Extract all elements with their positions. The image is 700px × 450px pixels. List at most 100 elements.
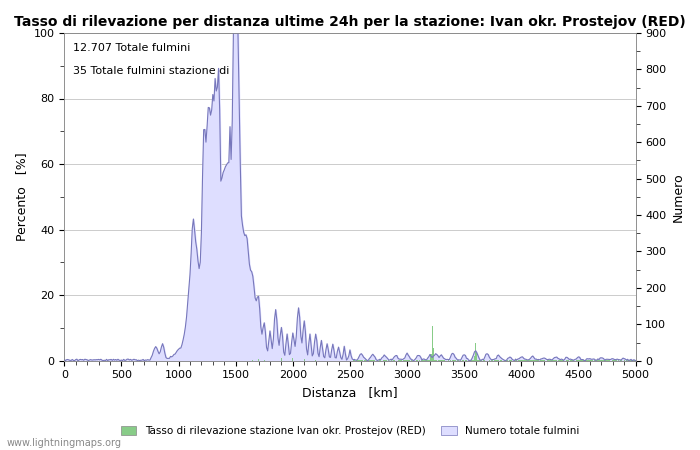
Bar [450, 360, 451, 361]
Bar [479, 360, 480, 361]
Bar [398, 360, 400, 361]
X-axis label: Distanza   [km]: Distanza [km] [302, 386, 398, 399]
Bar [547, 360, 548, 361]
Bar [559, 360, 561, 361]
Bar [498, 360, 499, 361]
Bar [582, 360, 584, 361]
Bar [510, 360, 512, 361]
Bar [476, 352, 477, 361]
Bar [628, 360, 629, 361]
Bar [432, 326, 433, 361]
Bar [369, 360, 370, 361]
Bar [541, 360, 542, 361]
Bar [597, 360, 598, 361]
Bar [258, 359, 259, 361]
Bar [581, 360, 582, 361]
Bar [548, 360, 550, 361]
Text: www.lightningmaps.org: www.lightningmaps.org [7, 438, 122, 448]
Bar [436, 360, 438, 361]
Bar [360, 360, 362, 361]
Bar [514, 360, 515, 361]
Bar [591, 360, 592, 361]
Bar [379, 360, 380, 361]
Bar [386, 360, 387, 361]
Bar [452, 360, 454, 361]
Bar [400, 360, 401, 361]
Bar [589, 360, 591, 361]
Bar [382, 360, 384, 361]
Bar [536, 360, 537, 361]
Bar [458, 360, 459, 361]
Bar [500, 360, 501, 361]
Bar [587, 360, 588, 361]
Bar [470, 360, 472, 361]
Bar [506, 360, 507, 361]
Bar [531, 360, 532, 361]
Bar [393, 360, 394, 361]
Bar [483, 360, 484, 361]
Bar [489, 360, 490, 361]
Bar [474, 356, 475, 361]
Bar [252, 360, 253, 361]
Bar [477, 360, 479, 361]
Bar [441, 360, 442, 361]
Bar [562, 360, 563, 361]
Y-axis label: Percento   [%]: Percento [%] [15, 153, 28, 241]
Bar [613, 360, 615, 361]
Bar [427, 360, 428, 361]
Bar [404, 360, 405, 361]
Bar [457, 360, 458, 361]
Bar [609, 360, 610, 361]
Bar [507, 360, 508, 361]
Bar [537, 360, 538, 361]
Bar [365, 360, 367, 361]
Bar [484, 360, 485, 361]
Bar [554, 360, 555, 361]
Bar [542, 360, 544, 361]
Bar [503, 360, 505, 361]
Bar [556, 360, 557, 361]
Bar [370, 360, 371, 361]
Bar [405, 360, 407, 361]
Bar [631, 360, 633, 361]
Bar [579, 360, 580, 361]
Bar [629, 360, 631, 361]
Bar [627, 360, 628, 361]
Bar [401, 360, 402, 361]
Bar [292, 358, 293, 361]
Bar [603, 360, 604, 361]
Bar [538, 360, 539, 361]
Text: 12.707 Totale fulmini: 12.707 Totale fulmini [73, 43, 190, 53]
Bar [620, 360, 622, 361]
Bar [434, 360, 435, 361]
Bar [433, 347, 434, 361]
Title: Tasso di rilevazione per distanza ultime 24h per la stazione: Ivan okr. Prostejo: Tasso di rilevazione per distanza ultime… [14, 15, 686, 29]
Bar [394, 360, 395, 361]
Bar [497, 360, 498, 361]
Bar [460, 360, 461, 361]
Bar [373, 360, 374, 361]
Bar [540, 360, 541, 361]
Bar [550, 360, 552, 361]
Bar [626, 360, 627, 361]
Y-axis label: Numero: Numero [672, 172, 685, 222]
Bar [596, 360, 597, 361]
Bar [530, 360, 531, 361]
Bar [601, 360, 602, 361]
Bar [533, 360, 535, 361]
Bar [600, 360, 601, 361]
Bar [612, 360, 613, 361]
Bar [407, 360, 409, 361]
Bar [443, 360, 444, 361]
Bar [473, 360, 474, 361]
Bar [615, 360, 617, 361]
Bar [552, 360, 553, 361]
Bar [281, 358, 282, 361]
Bar [618, 360, 619, 361]
Bar [424, 360, 425, 361]
Bar [606, 360, 608, 361]
Bar [553, 360, 554, 361]
Bar [555, 360, 556, 361]
Bar [465, 360, 466, 361]
Bar [354, 360, 355, 361]
